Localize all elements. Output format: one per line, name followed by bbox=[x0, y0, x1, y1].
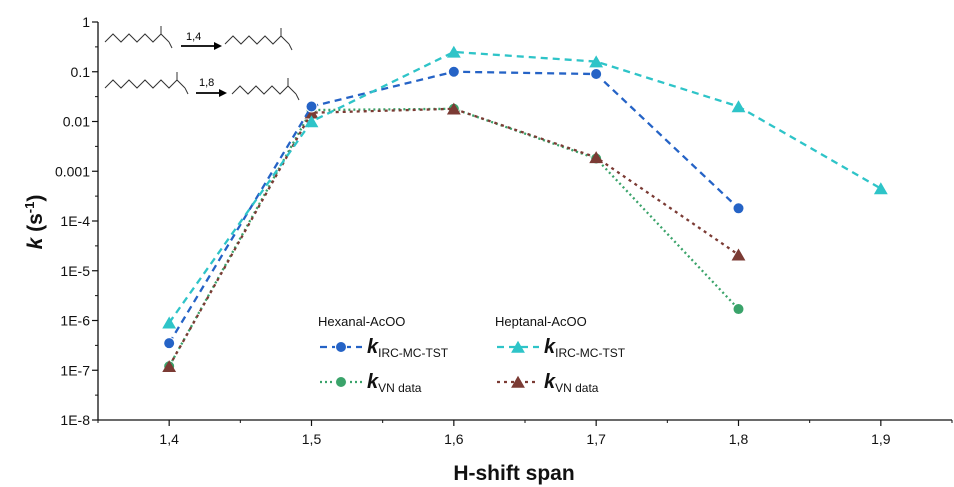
data-point bbox=[163, 337, 176, 350]
y-ticks: 1 0.1 0.01 0.001 1E-4 1E-5 1E-6 1E-7 1E-8 bbox=[55, 14, 98, 428]
legend-group-hexanal: Hexanal-AcOO bbox=[318, 314, 405, 329]
x-tick-label: 1,8 bbox=[729, 431, 749, 447]
data-point bbox=[511, 340, 525, 353]
series-layer bbox=[162, 45, 888, 373]
data-point bbox=[446, 45, 461, 58]
y-tick-label: 1E-5 bbox=[60, 263, 90, 279]
hexanal-skeleton-reactant bbox=[104, 33, 170, 43]
data-point bbox=[162, 316, 177, 329]
reactant-bond bbox=[184, 87, 189, 95]
data-point bbox=[732, 202, 745, 215]
data-point bbox=[873, 182, 888, 195]
legend-entries: kIRC-MC-TST kIRC-MC-TST kVN data kVN data bbox=[320, 336, 626, 395]
data-point bbox=[335, 376, 347, 388]
legend-label: kIRC-MC-TST bbox=[367, 336, 449, 360]
data-point bbox=[590, 68, 603, 81]
reaction-arrows: 1,4 1,8 bbox=[181, 31, 227, 97]
legend-entry: kVN data bbox=[497, 371, 599, 395]
reaction-scheme bbox=[104, 26, 300, 101]
data-point bbox=[446, 102, 461, 115]
x-tick-label: 1,6 bbox=[444, 431, 464, 447]
series-line bbox=[168, 107, 740, 367]
heptanal-skeleton-product bbox=[231, 85, 297, 95]
data-point bbox=[732, 303, 745, 316]
data-point bbox=[589, 55, 604, 68]
data-point bbox=[335, 341, 347, 353]
y-tick-label: 1E-7 bbox=[60, 362, 90, 378]
y-tick-label: 1E-4 bbox=[60, 213, 90, 229]
series-line bbox=[168, 107, 740, 367]
x-ticks: 1,4 1,5 1,6 1,7 1,8 1,9 bbox=[97, 420, 953, 447]
legend-entry: kVN data bbox=[320, 371, 422, 395]
x-tick-label: 1,9 bbox=[871, 431, 891, 447]
legend-group-heptanal: Heptanal-AcOO bbox=[495, 314, 587, 329]
data-point bbox=[511, 375, 525, 388]
data-point bbox=[304, 115, 319, 128]
y-tick-label: 0.01 bbox=[63, 114, 90, 130]
heptanal-skeleton-reactant bbox=[104, 79, 186, 89]
annotation-1-8: 1,8 bbox=[199, 77, 214, 89]
y-axis-title: k (s-1) bbox=[22, 195, 47, 250]
data-point bbox=[162, 360, 177, 373]
annotation-1-4: 1,4 bbox=[186, 31, 201, 43]
x-tick-label: 1,4 bbox=[159, 431, 179, 447]
y-tick-label: 0.1 bbox=[71, 64, 91, 80]
legend-label: kVN data bbox=[367, 371, 422, 395]
series bbox=[162, 45, 888, 329]
reactant-bond bbox=[168, 41, 173, 49]
arrow-1-8-head bbox=[219, 89, 227, 97]
x-tick-label: 1,7 bbox=[586, 431, 606, 447]
arrow-1-4-head bbox=[214, 42, 222, 50]
product-bond bbox=[288, 43, 293, 51]
y-tick-label: 1 bbox=[82, 14, 90, 30]
data-point bbox=[305, 100, 318, 113]
x-axis-title: H-shift span bbox=[453, 462, 574, 485]
hexanal-skeleton-product bbox=[224, 35, 290, 45]
x-tick-label: 1,5 bbox=[302, 431, 322, 447]
product-bond bbox=[295, 93, 300, 101]
data-point bbox=[731, 100, 746, 113]
y-tick-label: 0.001 bbox=[55, 163, 90, 179]
series bbox=[162, 102, 746, 373]
data-point bbox=[589, 151, 604, 164]
series bbox=[163, 102, 745, 373]
legend: Hexanal-AcOO Heptanal-AcOO kIRC-MC-TST kI… bbox=[318, 314, 626, 395]
y-tick-label: 1E-6 bbox=[60, 313, 90, 329]
legend-entry: kIRC-MC-TST bbox=[497, 336, 626, 360]
series-line bbox=[168, 50, 882, 324]
data-point bbox=[731, 248, 746, 261]
data-point bbox=[447, 65, 460, 78]
y-tick-label: 1E-8 bbox=[60, 412, 90, 428]
series bbox=[163, 65, 745, 350]
legend-label: kIRC-MC-TST bbox=[544, 336, 626, 360]
legend-label: kVN data bbox=[544, 371, 599, 395]
legend-entry: kIRC-MC-TST bbox=[320, 336, 449, 360]
